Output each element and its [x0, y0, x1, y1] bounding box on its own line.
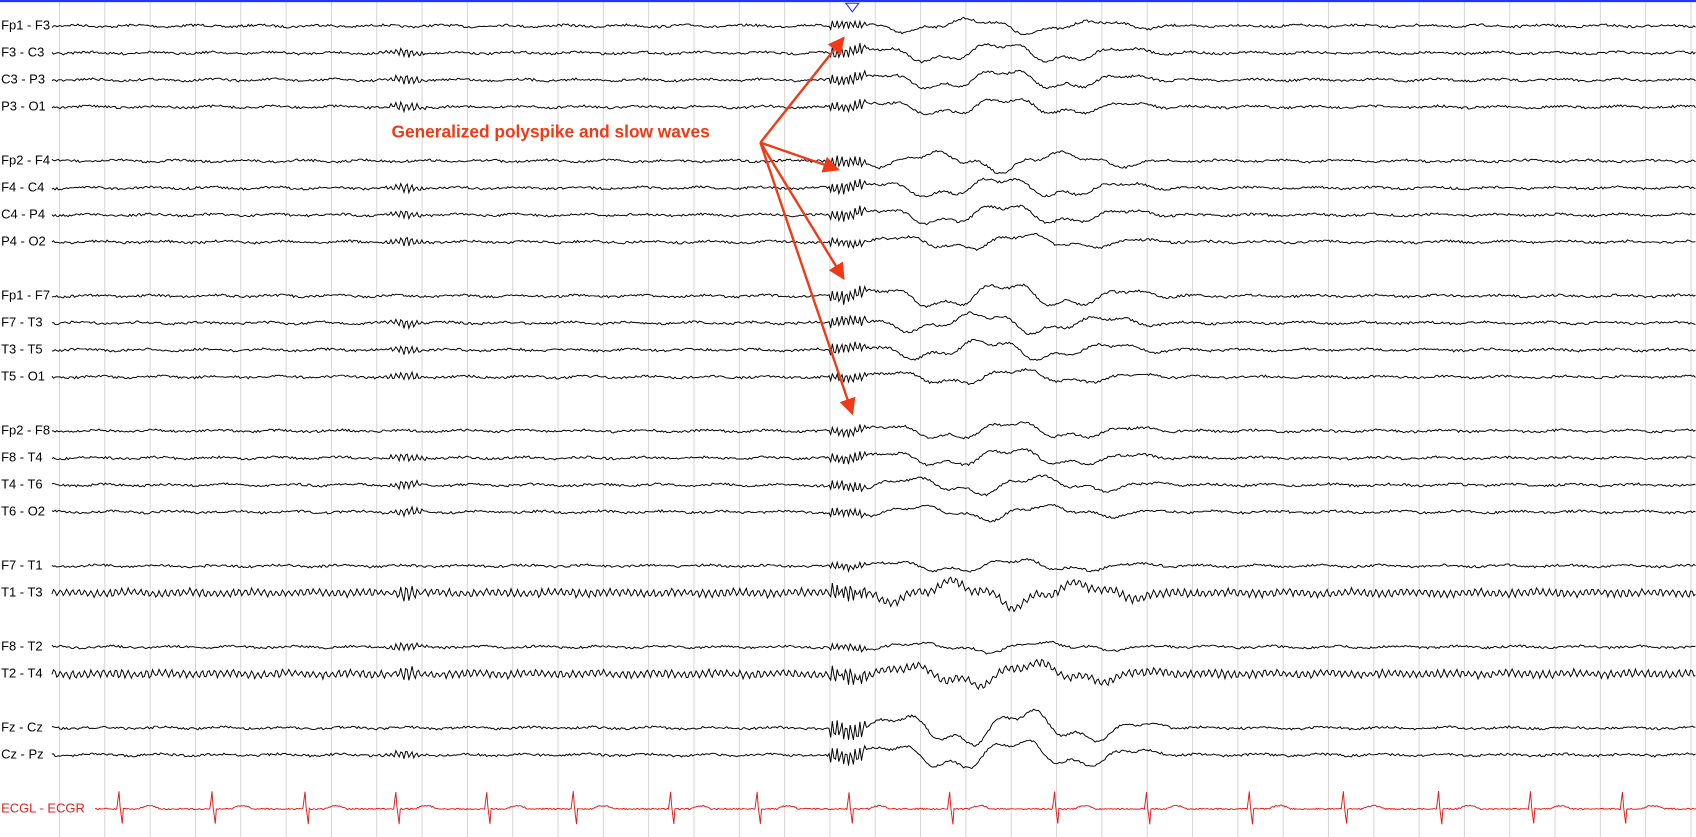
channel-label: F7 - T1 [1, 557, 43, 572]
eeg-trace [51, 16, 1696, 35]
eeg-trace [51, 283, 1696, 309]
eeg-trace [51, 338, 1696, 361]
cursor-marker[interactable] [844, 2, 860, 13]
eeg-trace [51, 503, 1696, 523]
eeg-trace [51, 640, 1696, 655]
eeg-trace [51, 421, 1696, 440]
channel-label: T2 - T4 [1, 665, 43, 680]
arrow [759, 141, 840, 173]
arrow [759, 141, 845, 281]
eeg-trace [51, 576, 1696, 613]
eeg-trace [51, 311, 1696, 336]
channel-label: P3 - O1 [1, 98, 46, 113]
channel-label: ECGL - ECGR [1, 800, 85, 815]
arrow [759, 142, 856, 416]
eeg-trace [51, 43, 1696, 64]
time-grid [58, 2, 1692, 837]
channel-label: T4 - T6 [1, 476, 43, 491]
channel-label: C4 - P4 [1, 206, 45, 221]
eeg-trace [51, 474, 1696, 497]
eeg-trace [51, 204, 1696, 226]
annotation-arrows [759, 36, 856, 416]
arrow [759, 36, 845, 144]
channel-label: F7 - T3 [1, 314, 43, 329]
channel-label: T3 - T5 [1, 341, 43, 356]
channel-label: Fp1 - F3 [1, 17, 50, 32]
channel-label: T1 - T3 [1, 584, 43, 599]
eeg-trace [51, 177, 1696, 198]
channel-label: Fp1 - F7 [1, 287, 50, 302]
channel-label: C3 - P3 [1, 71, 45, 86]
eeg-trace [51, 69, 1696, 90]
traces: Fp1 - F3 F3 - C3 C3 - P3 P3 - O1 Fp2 - F4 F4 … [1, 16, 1696, 825]
channel-label: Fp2 - F4 [1, 152, 50, 167]
channel-label: F8 - T4 [1, 449, 43, 464]
channel-label: F3 - C3 [1, 44, 44, 59]
channel-label: T5 - O1 [1, 368, 45, 383]
channel-label: T6 - O2 [1, 503, 45, 518]
annotation: Generalized polyspike and slow waves [392, 121, 710, 141]
channel-label: F8 - T2 [1, 638, 43, 653]
ecg-trace [95, 791, 1696, 825]
eeg-trace [51, 98, 1696, 116]
eeg-trace [51, 708, 1696, 747]
channel-label: F4 - C4 [1, 179, 44, 194]
eeg-trace [51, 658, 1696, 691]
eeg-trace [51, 367, 1696, 386]
eeg-trace [51, 448, 1696, 467]
eeg-trace [51, 557, 1696, 574]
eeg-trace [51, 149, 1696, 174]
eeg-trace [51, 739, 1696, 770]
channel-label: Cz - Pz [1, 746, 44, 761]
channel-label: Fp2 - F8 [1, 422, 50, 437]
eeg-trace [51, 233, 1696, 251]
channel-label: Fz - Cz [1, 719, 43, 734]
channel-label: P4 - O2 [1, 233, 46, 248]
